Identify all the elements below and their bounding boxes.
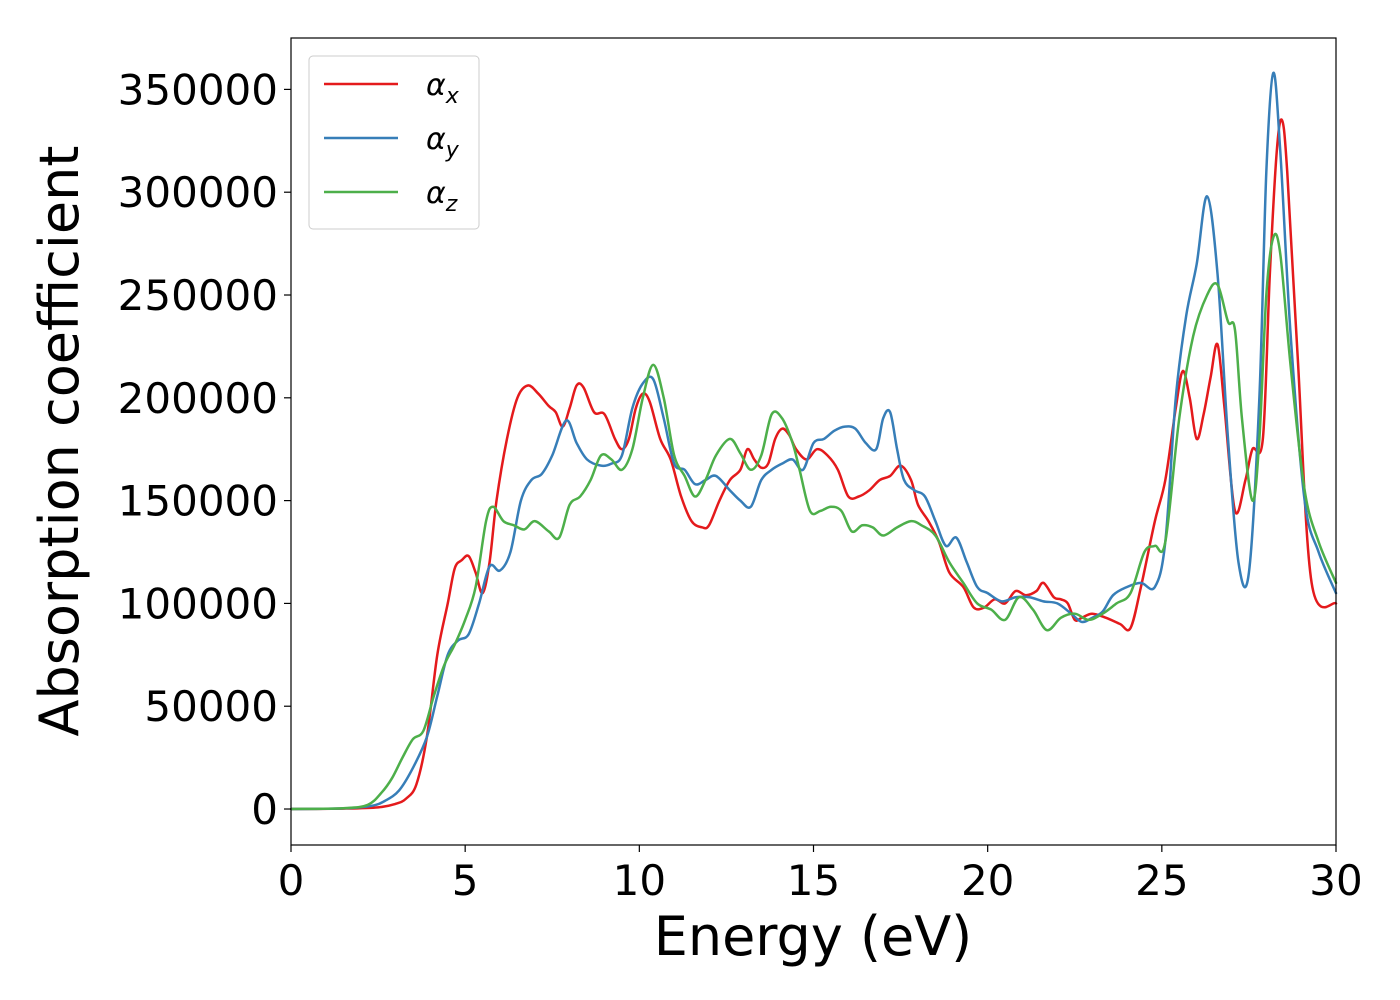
y-tick-label: 0 (251, 785, 278, 834)
legend-label-subscript: z (445, 192, 458, 217)
x-axis-label: Energy (eV) (654, 905, 973, 968)
series-line-y (289, 71, 1338, 811)
x-tick-label: 10 (613, 856, 666, 905)
legend-label-x: αx (426, 68, 460, 109)
x-axis-ticks: 0 5 10 15 20 25 30 (278, 845, 1363, 905)
y-axis-label: Absorption coefficient (28, 146, 91, 737)
x-tick-label: 0 (278, 856, 305, 905)
legend-label-base: α (426, 176, 446, 211)
legend-label-subscript: y (445, 138, 460, 163)
x-tick-label: 20 (961, 856, 1014, 905)
legend-label-y: αy (426, 122, 460, 163)
y-axis-ticks: 0 50000 100000 150000 200000 250000 300000 3500… (118, 65, 291, 834)
legend-label-z: αz (426, 176, 458, 217)
x-tick-label: 25 (1135, 856, 1188, 905)
y-tick-label: 200000 (118, 374, 278, 423)
y-tick-label: 100000 (118, 579, 278, 628)
x-tick-label: 30 (1309, 856, 1362, 905)
y-tick-label: 300000 (118, 168, 278, 217)
legend-box (308, 55, 480, 230)
legend-label-base: α (426, 68, 446, 103)
y-tick-label: 150000 (118, 477, 278, 526)
series-layer (289, 71, 1338, 811)
legend-label-subscript: x (445, 84, 460, 109)
y-tick-label: 50000 (144, 682, 278, 731)
x-tick-label: 15 (787, 856, 840, 905)
y-tick-label: 350000 (118, 65, 278, 114)
legend-label-base: α (426, 122, 446, 157)
series-line-z (289, 232, 1338, 811)
series-line-x (289, 118, 1338, 811)
y-tick-label: 250000 (118, 271, 278, 320)
x-tick-label: 5 (452, 856, 479, 905)
